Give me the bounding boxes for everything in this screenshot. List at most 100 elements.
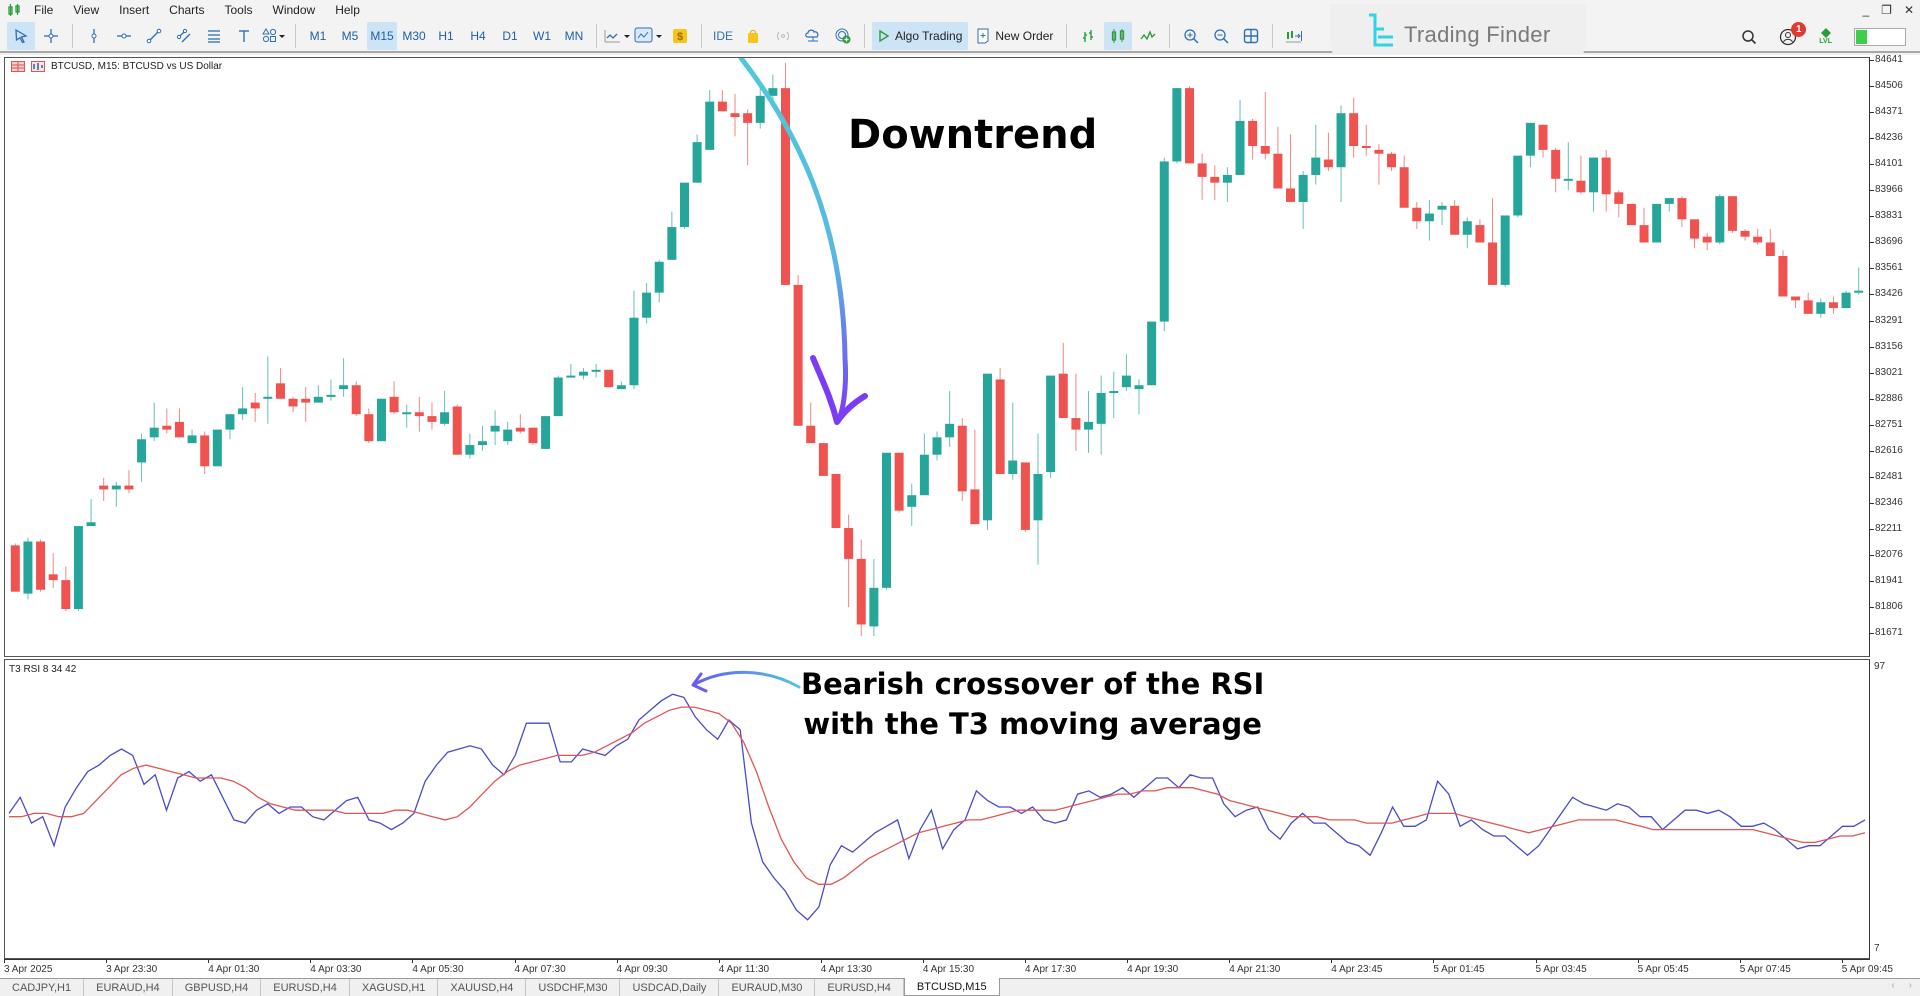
downtrend-arrow — [738, 58, 868, 425]
horizontal-line-tool-button[interactable] — [110, 22, 138, 50]
bar-chart-button[interactable] — [1074, 22, 1102, 50]
menu-file[interactable]: File — [34, 3, 54, 17]
chart-tab[interactable]: XAGUSD,H1 — [350, 979, 439, 996]
algo-trading-button[interactable]: Algo Trading — [872, 21, 969, 50]
timeframe-d1-button[interactable]: D1 — [502, 28, 518, 43]
price-tick: 81941 — [1870, 575, 1903, 586]
timeframe-h1-button[interactable]: H1 — [438, 28, 454, 43]
vps-button[interactable] — [799, 22, 827, 50]
level-indicator[interactable]: LVL — [1819, 28, 1832, 46]
menu-view[interactable]: View — [73, 3, 100, 17]
market-bag-button[interactable] — [739, 22, 767, 50]
chart-tab[interactable]: BTCUSD,M15 — [903, 978, 1000, 996]
menu-window[interactable]: Window — [272, 3, 316, 17]
cloud-icon — [805, 29, 819, 41]
trendline-icon — [146, 28, 162, 43]
time-axis: 3 Apr 2025 3 Apr 23:30 4 Apr 01:30 4 Apr 03… — [4, 959, 1893, 977]
chart-tab[interactable]: CADJPY,H1 — [0, 979, 85, 996]
templates-dropdown-button[interactable] — [634, 22, 664, 50]
crossover-annotation-line2: with the T3 moving average — [803, 707, 1262, 741]
tab-scroll-arrows: ‹ › — [1891, 980, 1912, 991]
time-tick: 4 Apr 13:30 — [820, 959, 872, 975]
menu-help[interactable]: Help — [335, 3, 360, 17]
indicator-label: T3 RSI 8 34 42 — [9, 664, 77, 675]
text-icon — [239, 29, 249, 42]
price-tick: 83561 — [1870, 262, 1903, 273]
chart-tab[interactable]: USDCHF,M30 — [526, 979, 621, 996]
search-icon[interactable] — [1741, 29, 1757, 45]
close-button[interactable]: ✕ — [1903, 3, 1914, 17]
price-tick: 83156 — [1870, 341, 1903, 352]
downtrend-annotation: Downtrend — [848, 112, 1098, 158]
zoom-in-button[interactable] — [1177, 22, 1205, 50]
market-button[interactable]: $ — [666, 22, 694, 50]
timeframe-w1-button[interactable]: W1 — [533, 28, 551, 43]
play-icon — [879, 29, 890, 42]
chart-shift-button[interactable] — [1280, 22, 1308, 50]
rsi-scale-max: 97 — [1874, 661, 1886, 672]
progress-toggle[interactable] — [1854, 28, 1906, 46]
scroll-right-icon[interactable]: › — [1908, 980, 1912, 991]
price-chart[interactable]: BTCUSD, M15: BTCUSD vs US Dollar Downtre… — [4, 57, 1870, 657]
time-tick: 5 Apr 07:45 — [1739, 959, 1791, 975]
text-tool-button[interactable] — [230, 22, 258, 50]
algo-trading-label: Algo Trading — [895, 28, 963, 43]
rsi-scale-min: 7 — [1874, 943, 1880, 954]
cursor-tool-button[interactable] — [7, 21, 35, 50]
chart-tab[interactable]: EURUSD,H4 — [815, 979, 904, 996]
vertical-line-icon — [91, 28, 97, 43]
line-chart-button[interactable] — [1134, 22, 1162, 50]
time-tick: 4 Apr 19:30 — [1127, 959, 1179, 975]
channel-icon — [176, 28, 191, 42]
new-order-button[interactable]: New Order — [970, 22, 1059, 50]
timeframe-m5-button[interactable]: M5 — [341, 28, 359, 43]
chart-window: BTCUSD, M15: BTCUSD vs US Dollar Downtre… — [0, 54, 1920, 978]
cursor-icon — [15, 28, 28, 43]
menu-insert[interactable]: Insert — [119, 3, 150, 17]
chart-tab[interactable]: EURUSD,H4 — [261, 979, 350, 996]
minimize-button[interactable]: _ — [1862, 3, 1870, 17]
signals-button[interactable] — [769, 22, 797, 50]
timeframe-mn-button[interactable]: MN — [564, 28, 584, 43]
scroll-left-icon[interactable]: ‹ — [1891, 980, 1895, 991]
zoom-out-button[interactable] — [1207, 22, 1235, 50]
restore-button[interactable]: ❐ — [1881, 3, 1892, 17]
toolbar-separator — [701, 23, 702, 48]
trendline-tool-button[interactable] — [140, 22, 168, 50]
time-tick: 4 Apr 07:30 — [514, 959, 566, 975]
chart-tab[interactable]: XAUUSD,H4 — [438, 979, 527, 996]
timeframe-h4-button[interactable]: H4 — [470, 28, 486, 43]
candlestick-chart-button[interactable] — [1104, 21, 1133, 50]
menu-charts[interactable]: Charts — [169, 3, 205, 17]
indicators-dropdown-button[interactable] — [604, 22, 632, 50]
channel-tool-button[interactable] — [170, 22, 198, 50]
crosshair-tool-button[interactable] — [37, 22, 65, 50]
toolbar-separator — [1272, 23, 1274, 48]
fibonacci-tool-button[interactable] — [200, 22, 228, 50]
timeframe-m1-button[interactable]: M1 — [309, 28, 327, 43]
grid-icon — [1244, 28, 1259, 43]
timeframe-m15-button[interactable]: M15 — [367, 21, 397, 50]
rsi-indicator-panel[interactable]: T3 RSI 8 34 42 Bearish crossover of the … — [4, 659, 1870, 959]
shapes-tool-button[interactable] — [260, 22, 288, 50]
time-tick: 4 Apr 21:30 — [1229, 959, 1281, 975]
chart-tab[interactable]: EURAUD,M30 — [719, 979, 816, 996]
menu-tools[interactable]: Tools — [224, 3, 253, 17]
dollar-icon: $ — [673, 28, 687, 43]
menu-bar: File View Insert Charts Tools Window Hel… — [0, 0, 1920, 20]
trading-signals-button[interactable] — [829, 22, 857, 50]
progress-fill — [1856, 30, 1867, 44]
time-tick: 4 Apr 11:30 — [718, 959, 770, 975]
price-tick: 83021 — [1870, 367, 1903, 378]
timeframe-m30-button[interactable]: M30 — [402, 28, 426, 43]
tile-windows-button[interactable] — [1237, 22, 1265, 50]
time-tick: 3 Apr 2025 — [4, 959, 53, 975]
chart-tab[interactable]: USDCAD,Daily — [620, 979, 720, 996]
crossover-arrow — [691, 670, 801, 693]
ide-button[interactable]: IDE — [712, 28, 733, 43]
chart-tab[interactable]: EURAUD,H4 — [84, 979, 173, 996]
vertical-line-tool-button[interactable] — [80, 22, 108, 50]
notifications-button[interactable]: 1 — [1779, 22, 1807, 46]
time-tick: 4 Apr 15:30 — [922, 959, 975, 975]
chart-tab[interactable]: GBPUSD,H4 — [173, 979, 262, 996]
